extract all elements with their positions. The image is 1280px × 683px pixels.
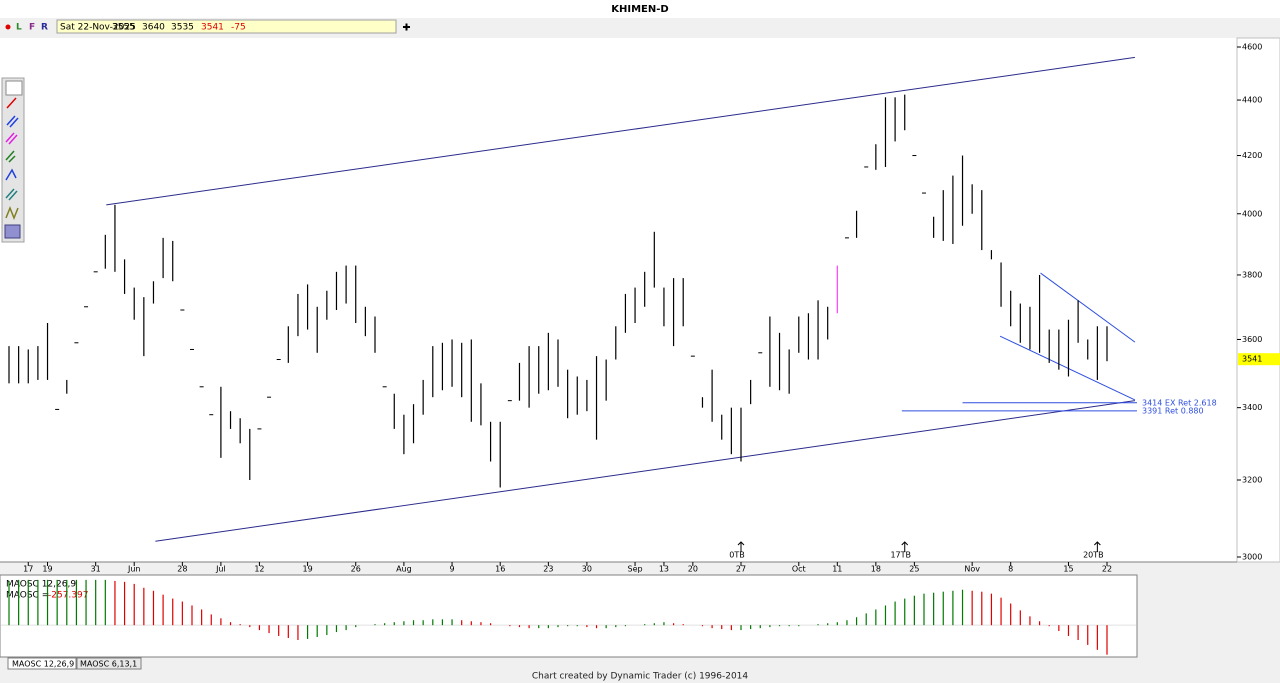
price-pane [0, 38, 1237, 562]
tool-icon[interactable] [4, 224, 21, 239]
chart-title: KHIMEN-D [611, 4, 668, 15]
level-label: 3391 Ret 0.880 [1142, 406, 1204, 415]
quote-open: 3555 [112, 23, 135, 33]
quote-change: -75 [231, 23, 246, 33]
title-bar [0, 0, 1280, 18]
tab-label[interactable]: MAOSC 12,26,9 [12, 660, 74, 669]
y-tick-label: 4200 [1242, 151, 1262, 160]
last-price-tag [1238, 353, 1280, 366]
trendline [155, 400, 1136, 542]
toolbar-button[interactable]: F [29, 23, 35, 33]
tool-icon[interactable] [5, 80, 23, 96]
tool-palette [1, 77, 25, 243]
y-tick-label: 3000 [1242, 553, 1262, 562]
add-button[interactable] [403, 23, 410, 31]
trendline [1040, 272, 1136, 343]
y-tick-label: 4000 [1242, 209, 1262, 218]
x-tick-label: 23 [543, 565, 553, 574]
footer: Chart created by Dynamic Trader (c) 1996… [532, 672, 749, 682]
quote-date: Sat 22-Nov-2025 [60, 23, 136, 33]
level-label: 3414 EX Ret 2.618 [1142, 398, 1217, 407]
indicator-pane [0, 574, 1138, 658]
toolbar-button[interactable]: R [41, 23, 48, 33]
tool-icon[interactable] [6, 115, 19, 128]
palette-frame [1, 77, 25, 243]
tool-icon[interactable] [5, 205, 19, 221]
y-tick-label: 3600 [1242, 335, 1262, 344]
x-tick-label: 30 [582, 565, 592, 574]
x-tick-label: 26 [351, 565, 361, 574]
tool-icon[interactable] [5, 168, 17, 181]
toolbar-button[interactable]: L [16, 23, 22, 33]
trendline [106, 56, 1136, 206]
x-tick-label: 20 [688, 565, 698, 574]
y-tick-label: 3200 [1242, 475, 1262, 484]
time-marker-label: 17TB [890, 551, 911, 560]
tool-icon[interactable] [5, 150, 16, 163]
price-axis [1236, 37, 1280, 563]
tool-icon[interactable] [5, 132, 18, 145]
y-tick-label: 4600 [1242, 43, 1262, 52]
tool-icon[interactable] [6, 97, 17, 109]
x-tick-label: 19 [42, 565, 52, 574]
x-tick-label: Aug [396, 565, 412, 574]
x-tick-label: 12 [254, 565, 264, 574]
record-dot[interactable] [5, 24, 11, 30]
indicator-value: -257.397 [48, 591, 88, 601]
x-tick-label: 25 [909, 565, 919, 574]
x-tick-label: Jul [215, 565, 226, 574]
y-tick-label: 3800 [1242, 270, 1262, 279]
tab[interactable] [7, 657, 77, 670]
time-marker-label: 20TB [1083, 551, 1104, 560]
x-tick-label: 13 [659, 565, 669, 574]
x-tick-label: 27 [736, 565, 746, 574]
indicator-title: MAOSC 12,26,9 [6, 580, 76, 590]
tool-icon[interactable] [5, 188, 18, 201]
quote-low: 3535 [171, 23, 194, 33]
trendline [999, 335, 1136, 401]
x-tick-label: Sep [628, 565, 643, 574]
time-marker [737, 541, 745, 552]
x-tick-label: 9 [450, 565, 455, 574]
x-tick-label: Nov [964, 565, 980, 574]
x-tick-label: Oct [792, 565, 806, 574]
x-tick-label: 31 [91, 565, 101, 574]
time-marker [1094, 541, 1101, 552]
last-price-label: 3541 [1242, 355, 1262, 364]
quote-field [56, 19, 397, 34]
tab[interactable] [76, 657, 142, 670]
x-tick-label: 16 [495, 565, 505, 574]
quote-high: 3640 [142, 23, 165, 33]
tab-label[interactable]: MAOSC 6,13,1 [80, 660, 137, 669]
x-tick-label: 15 [1063, 565, 1073, 574]
indicator-value-label: MAOSC = [6, 591, 49, 601]
x-tick-label: 19 [302, 565, 312, 574]
x-tick-label: 22 [1102, 565, 1112, 574]
time-marker [901, 541, 909, 552]
x-tick-label: 28 [177, 565, 187, 574]
y-tick-label: 4400 [1242, 96, 1262, 105]
y-tick-label: 3400 [1242, 403, 1262, 412]
quote-close: 3541 [201, 23, 224, 33]
x-tick-label: Jun [127, 565, 141, 574]
x-tick-label: 17 [23, 565, 33, 574]
x-tick-label: 18 [871, 565, 881, 574]
x-tick-label: 11 [832, 565, 842, 574]
x-tick-label: 8 [1008, 565, 1013, 574]
time-marker-label: 0TB [729, 551, 744, 560]
